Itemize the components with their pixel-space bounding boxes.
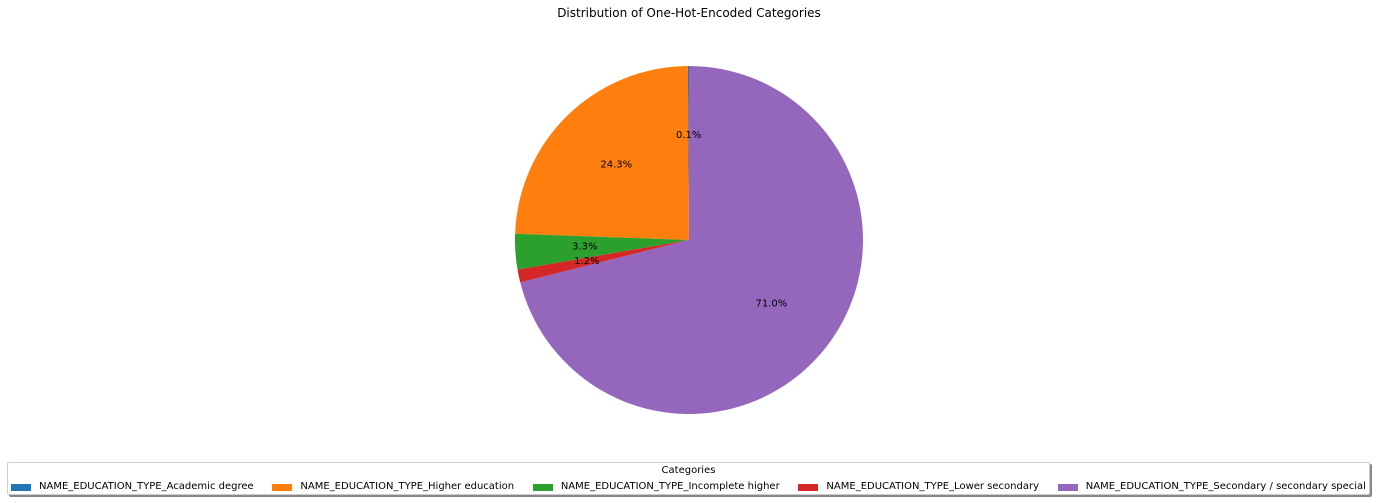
pie-percent-label-2: 3.3% xyxy=(572,242,597,253)
legend-swatch xyxy=(532,483,553,491)
pie-slice-0 xyxy=(687,65,689,241)
legend-item-2: NAME_EDUCATION_TYPE_Incomplete higher xyxy=(532,481,780,493)
legend-label: NAME_EDUCATION_TYPE_Lower secondary xyxy=(826,481,1040,492)
legend-label: NAME_EDUCATION_TYPE_Academic degree xyxy=(39,481,254,492)
pie-percent-label-1: 24.3% xyxy=(600,160,632,171)
pie-percent-labels: 0.1% 24.3% 3.3% 1.2% 71.0% xyxy=(572,130,787,310)
legend-label: NAME_EDUCATION_TYPE_Secondary / secondar… xyxy=(1085,481,1366,492)
legend-label: NAME_EDUCATION_TYPE_Higher education xyxy=(300,481,515,492)
chart-title: Distribution of One-Hot-Encoded Categori… xyxy=(557,6,821,20)
legend-label: NAME_EDUCATION_TYPE_Incomplete higher xyxy=(560,481,780,492)
legend-swatch xyxy=(11,483,31,491)
legend-items: NAME_EDUCATION_TYPE_Academic degree NAME_… xyxy=(11,481,1366,493)
pie-percent-label-3: 1.2% xyxy=(574,256,599,267)
legend-item-4: NAME_EDUCATION_TYPE_Secondary / secondar… xyxy=(1057,481,1366,493)
legend-item-3: NAME_EDUCATION_TYPE_Lower secondary xyxy=(798,481,1039,493)
pie-slice-4 xyxy=(520,66,863,414)
legend-swatch xyxy=(1057,483,1078,491)
pie-percent-label-4: 71.0% xyxy=(755,299,787,310)
pie-percent-label-0: 0.1% xyxy=(676,130,701,141)
legend-title: Categories xyxy=(661,465,716,476)
pie-slice-1 xyxy=(515,66,689,240)
legend-swatch xyxy=(272,483,293,491)
pie-slice-2 xyxy=(514,233,689,270)
legend-swatch xyxy=(798,483,819,491)
legend-item-1: NAME_EDUCATION_TYPE_Higher education xyxy=(272,481,514,493)
pie-slices xyxy=(514,65,863,414)
legend: Categories NAME_EDUCATION_TYPE_Academic … xyxy=(7,462,1370,495)
legend-item-0: NAME_EDUCATION_TYPE_Academic degree xyxy=(11,481,254,493)
pie-slice-3 xyxy=(517,240,689,283)
